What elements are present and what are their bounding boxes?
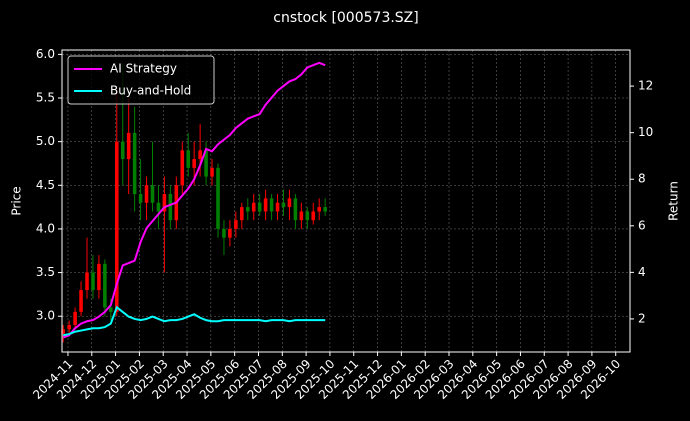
candle-body — [162, 194, 167, 212]
candle-body — [263, 198, 268, 212]
y2-axis-label: Return — [667, 181, 681, 221]
y-tick-label: 4.0 — [36, 221, 55, 235]
candle-body — [103, 263, 107, 308]
candle-body — [180, 150, 185, 186]
legend-label: Buy-and-Hold — [110, 84, 191, 98]
y2-tick-label: 6 — [638, 218, 646, 232]
candle-body — [79, 290, 83, 312]
candle-body — [114, 141, 119, 312]
candle-body — [228, 228, 232, 238]
candle-body — [287, 198, 292, 208]
candle-body — [91, 272, 95, 291]
candle-body — [323, 207, 327, 212]
candle-body — [109, 307, 113, 312]
candle-body — [150, 185, 155, 203]
candle-body — [251, 202, 256, 212]
candle-body — [85, 272, 89, 291]
legend-box — [67, 55, 215, 105]
y-tick-label: 5.5 — [36, 91, 55, 105]
legend-label: AI Strategy — [110, 62, 177, 76]
y2-tick-label: 12 — [638, 79, 653, 93]
candle-body — [281, 202, 286, 208]
y-tick-label: 3.0 — [36, 309, 55, 323]
y2-tick-label: 8 — [638, 172, 646, 186]
candle-body — [144, 185, 149, 203]
candle-body — [245, 207, 250, 212]
candle-body — [305, 211, 310, 221]
candle-body — [234, 220, 238, 229]
y2-tick-label: 2 — [638, 311, 646, 325]
candle-body — [67, 324, 71, 330]
y-tick-label: 4.5 — [36, 178, 55, 192]
y-tick-label: 5.0 — [36, 134, 55, 148]
candle-body — [293, 198, 298, 221]
line-series — [62, 61, 326, 339]
candle-body — [299, 211, 304, 221]
candle-body — [73, 311, 77, 325]
candle-body — [168, 194, 173, 221]
plot-frame — [61, 49, 631, 353]
candle-body — [269, 198, 274, 212]
line-series — [62, 305, 326, 337]
y2-tick-label: 10 — [638, 125, 653, 139]
candle-body — [240, 207, 244, 221]
candle-body — [156, 202, 161, 212]
candle-body — [132, 132, 137, 195]
candle-body — [186, 150, 191, 168]
y-axis-label: Price — [10, 186, 24, 215]
y2-tick-label: 4 — [638, 265, 646, 279]
y-tick-label: 3.5 — [36, 265, 55, 279]
candle-body — [138, 194, 143, 203]
candle-body — [311, 211, 316, 221]
candle-body — [216, 167, 220, 229]
candle-body — [317, 207, 321, 212]
candle-body — [257, 202, 262, 212]
candle-body — [210, 167, 214, 177]
candle-body — [97, 263, 101, 291]
candle-body — [275, 202, 280, 212]
candle-body — [222, 228, 226, 238]
candle-body — [192, 159, 196, 168]
candle-body — [204, 150, 208, 177]
candle-body — [120, 141, 125, 160]
candle-body — [61, 329, 65, 334]
candle-body — [198, 150, 202, 160]
candle-body — [126, 132, 131, 160]
y-tick-label: 6.0 — [36, 47, 55, 61]
chart-title: cnstock [000573.SZ] — [273, 10, 418, 26]
